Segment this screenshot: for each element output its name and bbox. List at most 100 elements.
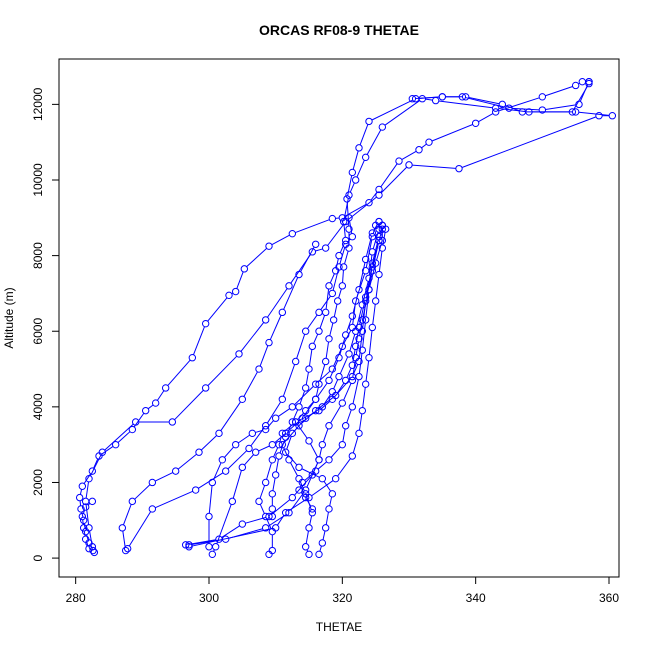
data-point bbox=[321, 357, 330, 366]
data-point bbox=[81, 535, 90, 543]
data-point bbox=[328, 289, 337, 298]
x-tick-label: 340 bbox=[466, 591, 486, 605]
series-segment bbox=[358, 353, 363, 374]
data-point bbox=[295, 463, 303, 472]
series-segment bbox=[246, 247, 267, 268]
data-point bbox=[438, 93, 447, 101]
data-point bbox=[338, 440, 347, 449]
data-point bbox=[335, 263, 343, 271]
data-point bbox=[268, 490, 277, 498]
y-tick-label: 2000 bbox=[31, 469, 45, 496]
series-segment bbox=[83, 530, 86, 537]
data-point bbox=[265, 338, 273, 347]
series-segment bbox=[376, 243, 382, 261]
data-point bbox=[585, 77, 593, 86]
series-segment bbox=[283, 277, 299, 310]
series-segment bbox=[382, 232, 386, 245]
data-point bbox=[348, 361, 357, 369]
data-point bbox=[90, 548, 99, 557]
series-segment bbox=[283, 447, 289, 458]
data-point bbox=[538, 93, 547, 101]
series-segment bbox=[327, 223, 345, 246]
data-point bbox=[271, 471, 280, 479]
data-point bbox=[79, 516, 88, 524]
series-segment bbox=[343, 198, 349, 219]
data-point bbox=[325, 505, 333, 513]
data-point bbox=[311, 380, 320, 388]
data-point bbox=[491, 104, 500, 112]
data-point bbox=[261, 524, 270, 532]
data-point bbox=[298, 478, 307, 487]
data-point bbox=[285, 509, 293, 517]
series-segment bbox=[380, 163, 398, 188]
series-segment bbox=[359, 262, 366, 287]
series-segment bbox=[157, 390, 165, 401]
series-segment bbox=[461, 116, 597, 168]
series-segment bbox=[294, 386, 314, 405]
x-axis-label: THETAE bbox=[316, 620, 362, 634]
series-segment bbox=[301, 412, 314, 424]
data-point bbox=[205, 543, 213, 551]
data-point bbox=[231, 287, 240, 296]
series-segment bbox=[545, 104, 576, 111]
data-point bbox=[123, 544, 132, 553]
data-point bbox=[271, 524, 280, 532]
data-point bbox=[381, 225, 390, 233]
series-segment bbox=[85, 504, 90, 525]
data-point bbox=[308, 509, 317, 517]
series-segment bbox=[82, 509, 86, 514]
data-point bbox=[321, 524, 330, 532]
series-segment bbox=[255, 429, 263, 433]
series-segment bbox=[339, 243, 345, 253]
series-segment bbox=[352, 436, 359, 454]
data-point bbox=[255, 497, 263, 506]
series-segment bbox=[207, 355, 238, 387]
series-segment bbox=[322, 530, 326, 540]
data-point bbox=[358, 316, 367, 324]
data-point bbox=[351, 342, 360, 351]
data-point bbox=[365, 285, 373, 294]
data-point bbox=[315, 327, 323, 335]
series-segment bbox=[438, 100, 493, 109]
series-segment bbox=[167, 359, 191, 386]
data-point bbox=[185, 543, 193, 551]
series-segment bbox=[271, 499, 291, 515]
series-segment bbox=[339, 356, 349, 374]
data-point bbox=[355, 285, 363, 294]
data-point bbox=[191, 486, 200, 494]
data-point bbox=[208, 550, 217, 559]
series-segment bbox=[362, 281, 369, 302]
series-segment bbox=[478, 113, 494, 123]
series-segment bbox=[243, 371, 258, 397]
series-2 bbox=[255, 77, 593, 559]
data-point bbox=[151, 399, 160, 407]
series-segment bbox=[306, 462, 319, 488]
data-point bbox=[228, 497, 237, 506]
series-segment bbox=[307, 314, 318, 329]
data-point bbox=[378, 225, 387, 233]
data-point bbox=[308, 248, 317, 256]
data-point bbox=[305, 365, 313, 373]
data-point bbox=[375, 185, 383, 194]
series-segment bbox=[415, 96, 440, 99]
series-segment bbox=[325, 288, 330, 310]
series-segment bbox=[300, 492, 304, 496]
data-point bbox=[295, 270, 303, 279]
series-segment bbox=[339, 337, 346, 355]
series-segment bbox=[365, 235, 373, 257]
data-point bbox=[335, 354, 343, 362]
data-point bbox=[329, 316, 338, 324]
series-segment bbox=[349, 182, 355, 193]
data-point bbox=[281, 448, 290, 456]
series-segment bbox=[284, 427, 298, 443]
data-point bbox=[201, 319, 210, 328]
data-point bbox=[461, 93, 470, 101]
series-segment bbox=[272, 477, 276, 491]
data-point bbox=[375, 236, 383, 245]
data-point bbox=[608, 112, 617, 120]
series-segment bbox=[317, 397, 334, 410]
data-point bbox=[345, 191, 353, 199]
data-point bbox=[325, 456, 333, 464]
series-4 bbox=[81, 93, 617, 551]
